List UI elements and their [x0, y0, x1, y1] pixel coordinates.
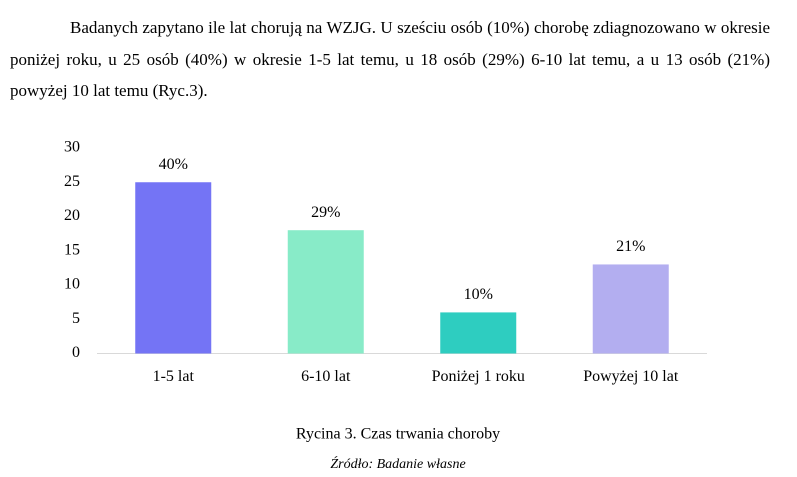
bar	[592, 264, 669, 354]
data-label: 10%	[464, 286, 493, 303]
x-tick-label: Powyżej 10 lat	[583, 368, 679, 385]
y-tick-label: 10	[64, 276, 80, 293]
y-tick-label: 0	[72, 344, 80, 361]
x-tick-label: Poniżej 1 roku	[432, 368, 525, 385]
caption: Rycina 3. Czas trwania choroby	[296, 426, 500, 443]
y-tick-label: 30	[64, 139, 80, 156]
bar	[287, 230, 364, 354]
source: Źródło: Badanie własne	[330, 455, 465, 472]
y-tick-label: 15	[64, 241, 80, 258]
y-tick-label: 20	[64, 207, 80, 224]
y-tick-label: 25	[64, 173, 80, 190]
bar	[440, 312, 517, 354]
y-tick-label: 5	[72, 310, 80, 327]
data-label: 40%	[159, 156, 188, 173]
x-tick-label: 1-5 lat	[153, 368, 195, 385]
bar	[135, 182, 212, 354]
data-label: 29%	[311, 204, 340, 221]
paragraph: Badanych zapytano ile lat chorują na WZJ…	[10, 18, 770, 100]
data-label: 21%	[616, 238, 645, 255]
x-tick-label: 6-10 lat	[301, 368, 351, 385]
